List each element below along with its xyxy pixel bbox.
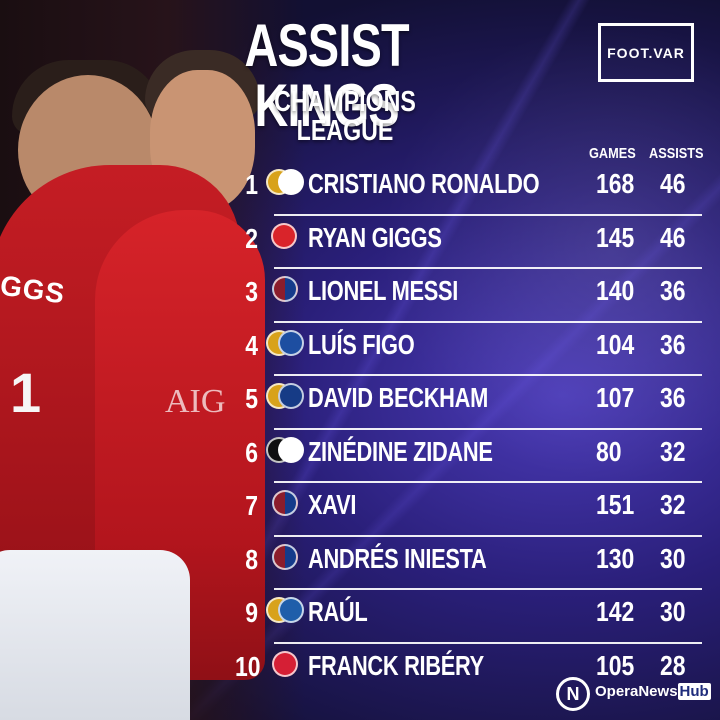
crest-icon [272, 543, 298, 570]
ranking-table: 1 CRISTIANO RONALDO 168 46 2 RYAN GIGGS … [230, 162, 710, 697]
player-name: FRANCK RIBÉRY [308, 649, 484, 681]
opera-news-suffix: Hub [677, 683, 711, 700]
crest-icon [272, 650, 298, 677]
club-badges [266, 221, 302, 257]
opera-news-icon: N [556, 677, 590, 711]
rank-number: 6 [245, 436, 258, 468]
player-name: RYAN GIGGS [308, 221, 442, 253]
games-value: 151 [596, 489, 635, 520]
rank-number: 5 [245, 383, 258, 414]
player-name: LUÍS FIGO [308, 328, 415, 360]
crest-icon [278, 436, 304, 463]
assists-value: 36 [660, 382, 686, 413]
rank-number: 1 [245, 169, 258, 200]
table-row: 2 RYAN GIGGS 145 46 [230, 216, 710, 270]
assists-value: 30 [660, 542, 686, 574]
club-badges [266, 328, 304, 364]
table-row: 6 ZINÉDINE ZIDANE 80 32 [230, 430, 710, 484]
club-badges [266, 274, 302, 310]
brand-logo: FOOT.VAR [598, 23, 694, 82]
crest-icon [278, 169, 304, 195]
games-value: 140 [596, 275, 635, 306]
assists-value: 30 [660, 596, 686, 627]
crest-icon [278, 329, 304, 356]
rank-number: 9 [245, 597, 258, 628]
assists-value: 36 [660, 275, 686, 306]
player-name: DAVID BECKHAM [308, 382, 488, 413]
assists-value: 28 [660, 649, 686, 681]
opera-news-prefix: OperaNews [595, 683, 678, 700]
page-subtitle: CHAMPIONS LEAGUE [274, 86, 416, 147]
opera-news-watermark: N OperaNews Hub [556, 675, 714, 711]
table-row: 9 RAÚL 142 30 [230, 590, 710, 644]
club-badges [266, 595, 304, 631]
games-value: 168 [596, 168, 635, 199]
rank-number: 4 [245, 329, 258, 361]
player-name: CRISTIANO RONALDO [308, 168, 540, 199]
games-value: 107 [596, 382, 635, 413]
games-value: 142 [596, 596, 635, 627]
shirt-sponsor: AIG [165, 383, 226, 420]
player-name: ZINÉDINE ZIDANE [308, 435, 493, 467]
table-row: 3 LIONEL MESSI 140 36 [230, 269, 710, 323]
rank-number: 8 [245, 543, 258, 575]
column-header-assists: ASSISTS [649, 145, 704, 162]
page-title: ASSIST KINGS [244, 12, 409, 139]
player-photo: GGS 1 AIG [0, 0, 305, 720]
column-header-games: GAMES [589, 145, 636, 162]
rank-number: 3 [245, 276, 258, 307]
games-value: 145 [596, 221, 635, 253]
crest-icon [272, 490, 298, 516]
table-row: 8 ANDRÉS INIESTA 130 30 [230, 537, 710, 591]
club-badges [266, 488, 302, 524]
crest-icon [271, 222, 297, 249]
assists-value: 36 [660, 328, 686, 360]
player-name: ANDRÉS INIESTA [308, 542, 487, 574]
table-row: 7 XAVI 151 32 [230, 483, 710, 537]
crest-icon [278, 597, 304, 623]
games-value: 105 [596, 649, 635, 681]
opera-news-text: OperaNews Hub [595, 683, 711, 700]
assists-value: 46 [660, 221, 686, 253]
club-badges [266, 435, 304, 471]
games-value: 130 [596, 542, 635, 574]
player-shorts [0, 550, 190, 720]
assists-value: 32 [660, 435, 686, 467]
rank-number: 7 [245, 490, 258, 521]
player-name: XAVI [308, 489, 357, 520]
games-value: 104 [596, 328, 635, 360]
shirt-number: 1 [10, 361, 42, 424]
club-badges [266, 167, 304, 203]
assists-value: 32 [660, 489, 686, 520]
club-badges [266, 542, 302, 578]
table-row: 10 FRANCK RIBÉRY 105 28 [230, 644, 710, 698]
table-row: 4 LUÍS FIGO 104 36 [230, 323, 710, 377]
crest-icon [272, 276, 298, 302]
crest-icon [278, 383, 304, 409]
rank-number: 2 [245, 222, 258, 254]
club-badges [266, 381, 304, 417]
club-badges [266, 649, 302, 685]
player-name: LIONEL MESSI [308, 275, 458, 306]
table-row: 1 CRISTIANO RONALDO 168 46 [230, 162, 710, 216]
player-name: RAÚL [308, 596, 368, 627]
assists-value: 46 [660, 168, 686, 199]
games-value: 80 [596, 435, 622, 467]
rank-number: 10 [235, 650, 261, 682]
table-row: 5 DAVID BECKHAM 107 36 [230, 376, 710, 430]
